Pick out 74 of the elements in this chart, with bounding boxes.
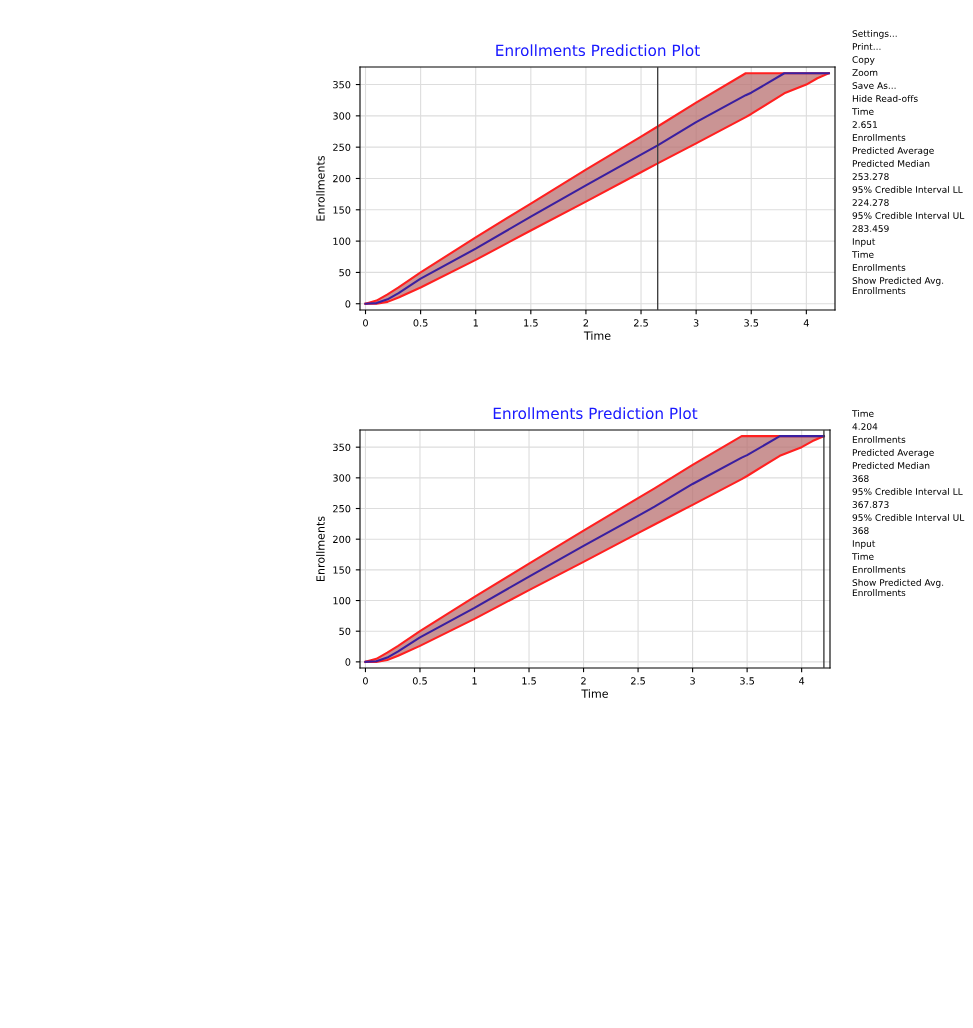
text: 95% Credible Interval UL (852, 212, 965, 219)
text: Show Predicted Avg. Enrollments (852, 277, 944, 295)
x-tick-label: 2 (583, 319, 589, 327)
text: 95% Credible Interval LL (852, 488, 963, 495)
x-tick-label: 1.5 (524, 319, 538, 327)
y-axis-title: Enrollments (316, 516, 325, 582)
chart-title: Enrollments Prediction Plot (493, 407, 698, 420)
text: Print... (852, 43, 881, 50)
x-tick-label: 4 (799, 677, 805, 685)
text: Time (851, 410, 874, 417)
text: Predicted Median (852, 160, 930, 167)
y-tick-label: 150 (333, 566, 351, 574)
y-axis-title: Enrollments (316, 155, 325, 221)
y-tick-label: 350 (333, 81, 351, 89)
text: 368 (852, 475, 869, 482)
y-tick-label: 250 (333, 504, 351, 513)
y-tick-label: 100 (333, 237, 351, 245)
text: 4.204 (852, 423, 878, 430)
text: Predicted Average (852, 449, 934, 458)
text: Predicted Average (852, 147, 934, 156)
text: Time (851, 251, 874, 258)
y-tick-label: 0 (345, 300, 351, 308)
x-tick-label: 3.5 (740, 677, 754, 685)
chart-title: Enrollments Prediction Plot (496, 44, 700, 57)
x-tick-label: 0 (363, 319, 368, 327)
y-tick-label: 200 (333, 174, 351, 183)
text: 368 (852, 527, 869, 534)
x-tick-label: 0.5 (412, 677, 427, 685)
y-tick-label: 350 (333, 443, 351, 452)
text: 95% Credible Interval LL (852, 186, 963, 193)
x-tick-label: 2 (581, 677, 586, 685)
y-tick-label: 200 (333, 535, 351, 544)
text: Enrollments (852, 436, 906, 443)
y-tick-label: 100 (333, 597, 351, 605)
x-tick-label: 3 (690, 677, 695, 685)
text: Enrollments (852, 566, 906, 573)
text: 283.459 (852, 225, 889, 232)
text: 367.873 (852, 501, 889, 508)
x-axis-title: Time (581, 689, 608, 698)
text: Enrollments (852, 264, 906, 271)
x-tick-label: 4 (803, 319, 809, 327)
y-tick-label: 300 (333, 474, 351, 482)
x-tick-label: 1 (473, 319, 478, 327)
text: Save As... (852, 82, 896, 89)
text: 224.278 (852, 199, 889, 206)
text: Predicted Median (852, 462, 930, 469)
x-tick-label: 0.5 (413, 319, 428, 327)
x-tick-label: 2.5 (631, 677, 645, 685)
text: Show Predicted Avg. Enrollments (852, 579, 944, 597)
text: 253.278 (852, 173, 889, 180)
text: Time (851, 108, 874, 115)
y-tick-label: 250 (333, 143, 351, 151)
x-tick-label: 1 (472, 677, 477, 685)
text: Input (852, 540, 876, 549)
text: Hide Read-offs (852, 95, 918, 102)
y-tick-label: 300 (333, 112, 351, 120)
y-tick-label: 50 (339, 268, 351, 277)
x-tick-label: 2.5 (634, 319, 648, 327)
text: Time (851, 553, 874, 560)
text: 95% Credible Interval UL (852, 514, 965, 521)
y-tick-label: 50 (339, 627, 351, 636)
x-tick-label: 0 (363, 677, 368, 685)
y-tick-label: 0 (345, 658, 351, 666)
y-tick-label: 150 (333, 206, 351, 214)
text: 2.651 (852, 121, 878, 128)
text: Zoom (852, 69, 878, 76)
x-tick-label: 1.5 (522, 677, 536, 685)
text: Settings... (852, 30, 897, 39)
x-tick-label: 3 (693, 319, 699, 327)
text: Input (852, 238, 876, 247)
x-axis-title: Time (583, 331, 611, 340)
x-tick-label: 3.5 (744, 319, 759, 327)
text: Copy (852, 56, 875, 65)
text: Enrollments (852, 134, 906, 141)
